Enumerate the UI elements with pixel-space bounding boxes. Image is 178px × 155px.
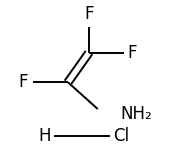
Text: H: H [38, 127, 50, 145]
Text: F: F [128, 44, 137, 62]
Text: Cl: Cl [114, 127, 130, 145]
Text: NH₂: NH₂ [121, 104, 152, 122]
Text: F: F [18, 73, 28, 91]
Text: F: F [84, 5, 94, 23]
